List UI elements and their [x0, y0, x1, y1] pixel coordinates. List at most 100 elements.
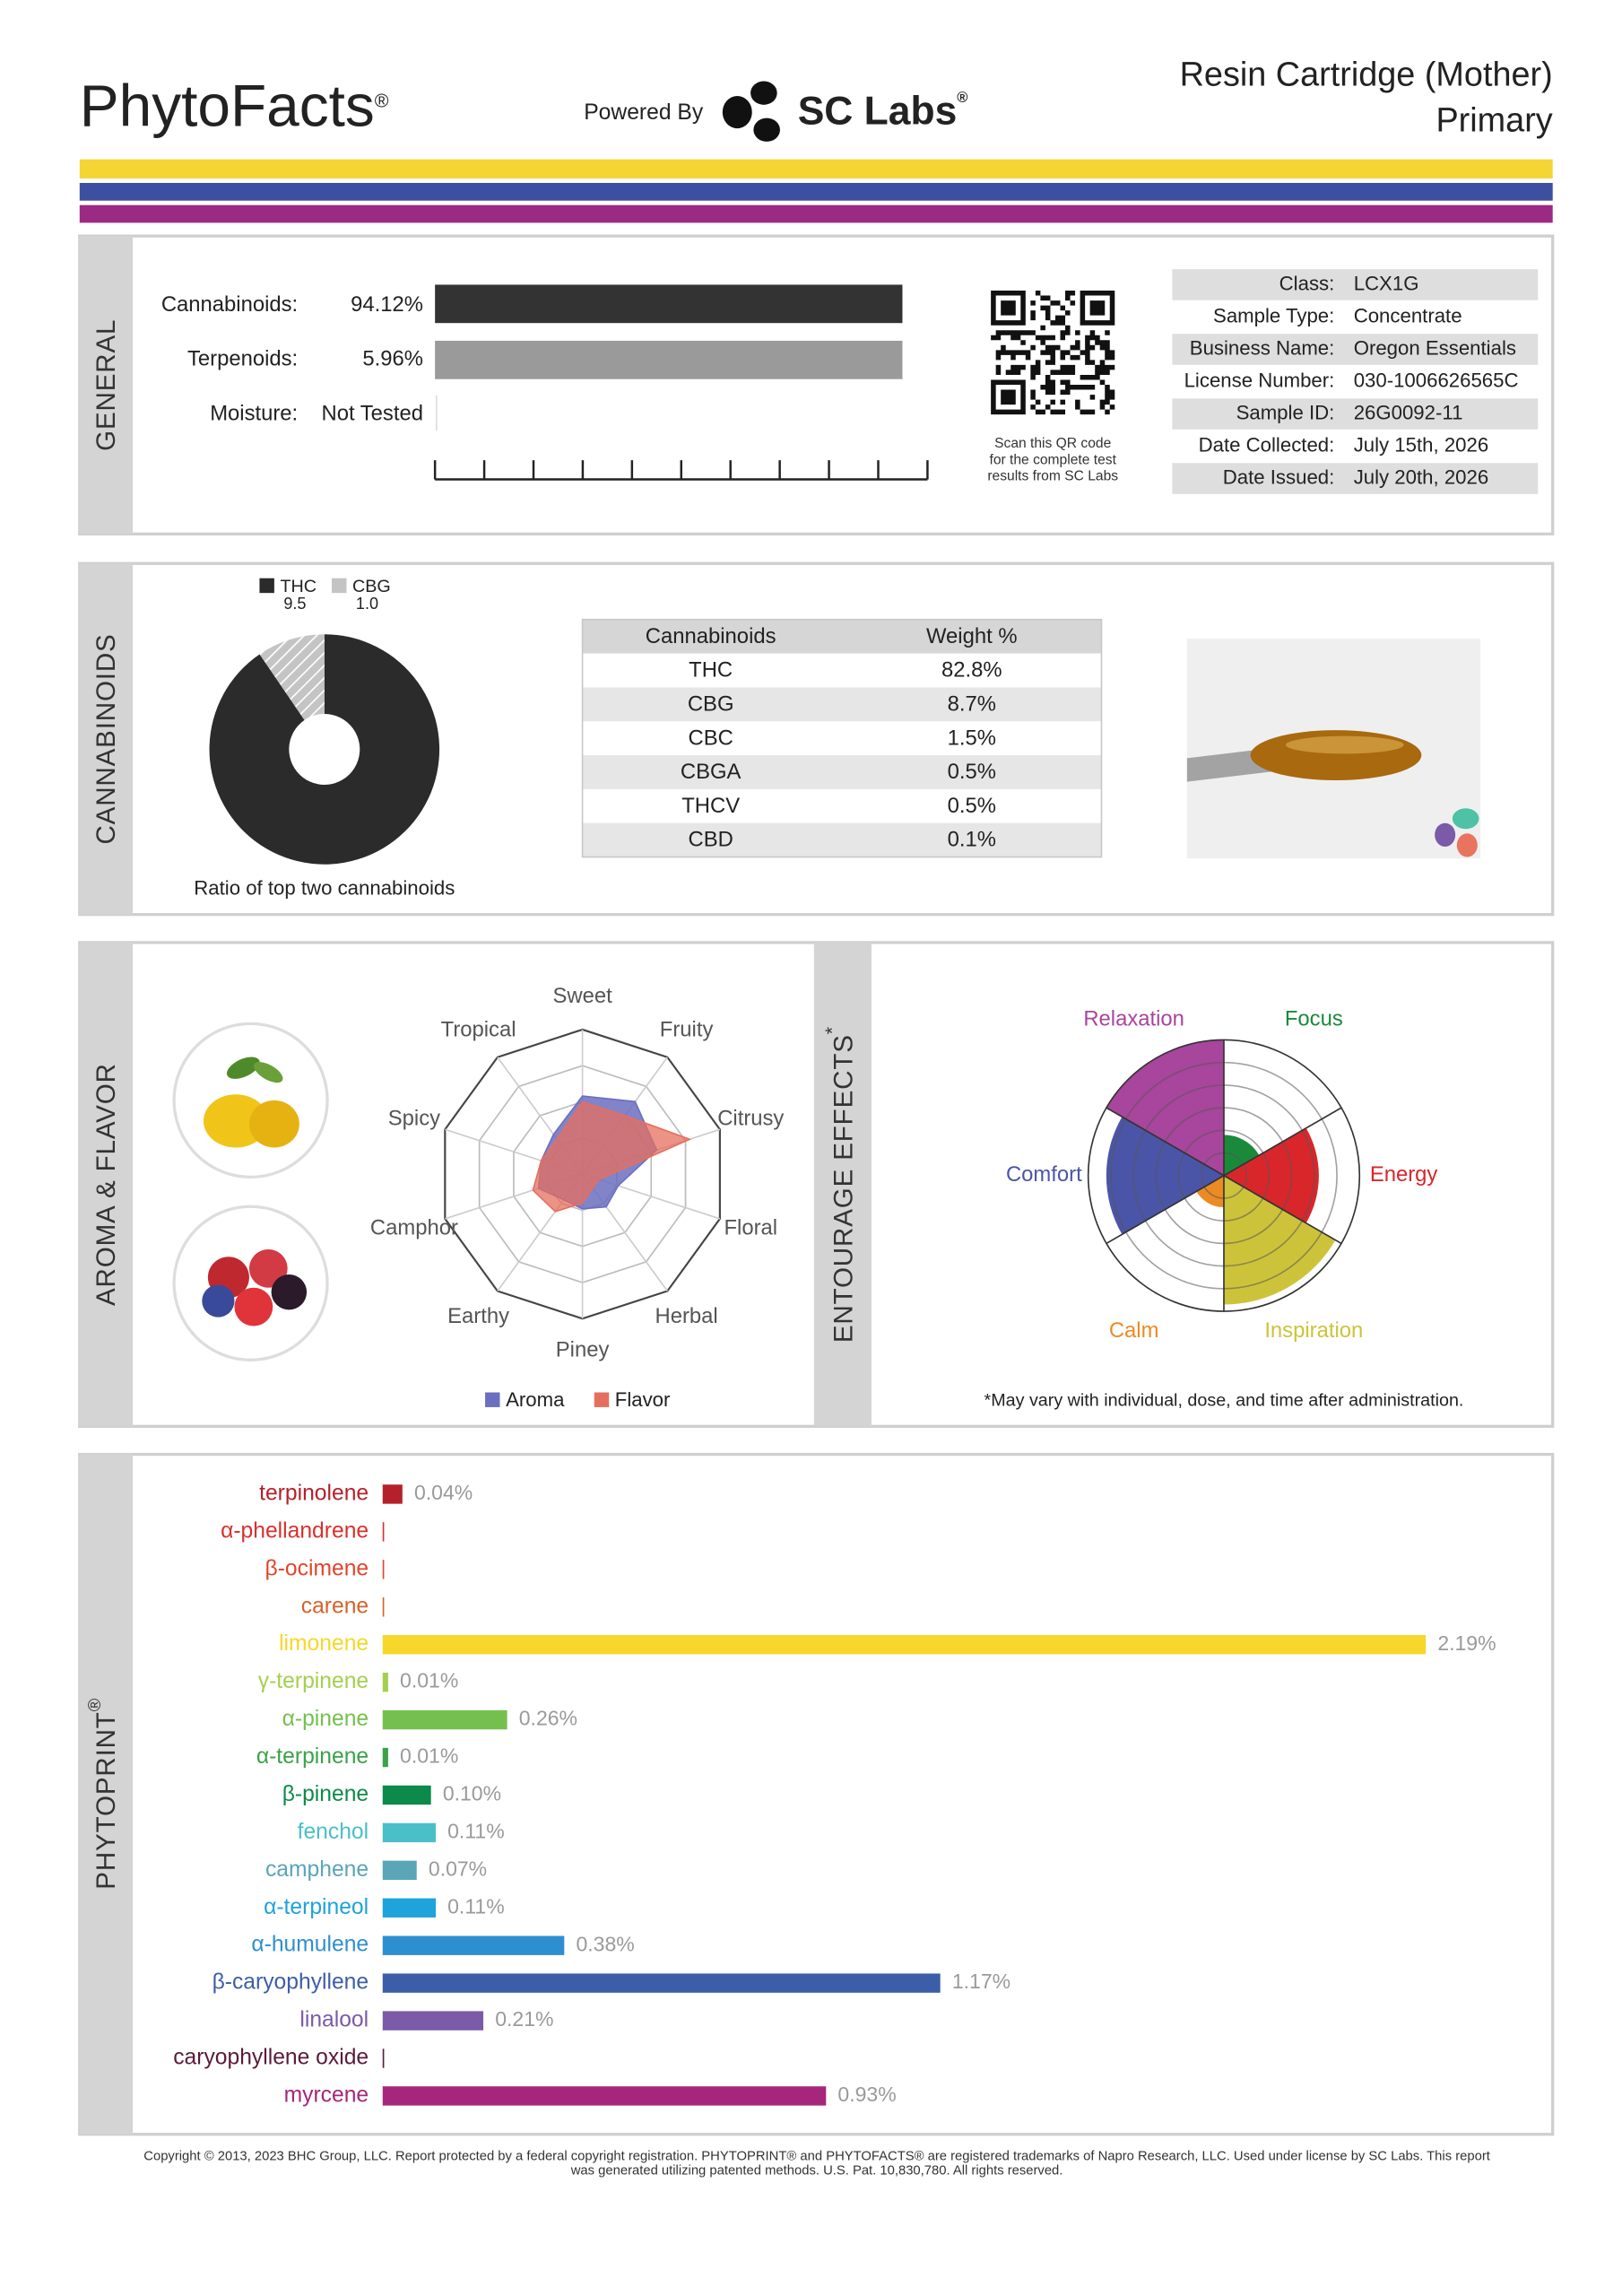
section-label: ENTOURAGE EFFECTS* — [821, 1026, 858, 1343]
table-cell: 8.7% — [948, 691, 996, 716]
info-label: Class: — [1279, 272, 1335, 294]
bar — [383, 1860, 417, 1881]
radar-label: Citrusy — [717, 1106, 784, 1130]
lab-logo — [722, 81, 780, 142]
table-cell: 0.5% — [948, 760, 996, 784]
section-title: ENTOURAGE EFFECTS — [828, 1034, 858, 1343]
info-row-shade — [1172, 334, 1539, 365]
terpene-label: β-caryophyllene — [213, 1970, 369, 1995]
effect-sector — [1223, 1135, 1260, 1176]
info-value: Oregon Essentials — [1354, 336, 1516, 359]
legend-swatch — [259, 578, 274, 594]
table-cell: CBC — [689, 726, 733, 750]
product-subtitle: Primary — [1436, 102, 1552, 140]
product-photo — [1186, 639, 1481, 859]
polar-spoke — [1223, 1175, 1342, 1245]
table-cell: CBG — [688, 691, 734, 716]
info-label: Business Name: — [1190, 336, 1335, 359]
table-cell: THCV — [681, 794, 740, 818]
terpene-label: myrcene — [284, 2083, 369, 2107]
effects-note: *May vary with individual, dose, and tim… — [984, 1391, 1464, 1411]
bar — [383, 1672, 388, 1692]
info-value: July 15th, 2026 — [1354, 433, 1489, 456]
terpene-label: fenchol — [298, 1820, 369, 1844]
info-label: License Number: — [1184, 369, 1335, 391]
section-label: PHYTOPRINT® — [85, 1698, 121, 1890]
info-value: July 20th, 2026 — [1354, 465, 1489, 488]
legend-value: 9.5 — [283, 595, 306, 613]
info-label: Date Collected: — [1199, 433, 1335, 456]
polar-spoke — [1223, 1107, 1342, 1177]
cannabinoids-bar — [435, 284, 903, 324]
pie-caption: Ratio of top two cannabinoids — [194, 877, 455, 900]
table-row-bg — [582, 721, 1102, 756]
terpene-label: α-pinene — [282, 1707, 369, 1731]
table-cell: 1.5% — [948, 726, 996, 750]
section-mark: * — [821, 1026, 843, 1034]
bar — [383, 1898, 436, 1918]
brand: PhytoFacts® — [80, 73, 389, 139]
value-label: 0.21% — [495, 2007, 553, 2031]
terpene-label: β-ocimene — [265, 1556, 369, 1580]
stripe — [79, 204, 1553, 223]
info-row-shade — [1172, 463, 1539, 494]
qr-caption: Scan this QR code — [994, 436, 1111, 451]
terpene-label: α-phellandrene — [221, 1518, 369, 1543]
value-label: 0.01% — [400, 1744, 458, 1768]
qr-caption: results from SC Labs — [987, 468, 1118, 483]
value-label: 0.01% — [400, 1669, 458, 1692]
info-value: 26G0092-11 — [1354, 401, 1463, 423]
qr-code — [991, 291, 1115, 415]
bar — [383, 1935, 565, 1955]
brand-mark: ® — [375, 90, 389, 111]
info-row-shade — [1172, 269, 1539, 300]
info-label: Date Issued: — [1223, 465, 1335, 488]
copyright: was generated utilizing patented methods… — [570, 2164, 1063, 2179]
row-value: 5.96% — [362, 347, 423, 371]
terpene-label: carene — [301, 1594, 369, 1618]
polar-spoke — [1106, 1175, 1225, 1245]
effect-sector — [1223, 1175, 1336, 1305]
terpene-label: caryophyllene oxide — [173, 2046, 369, 2070]
terpenoids-bar — [435, 340, 903, 379]
lemon-image — [172, 1022, 329, 1179]
value-label: 0.38% — [576, 1932, 634, 1955]
value-label: 1.17% — [952, 1970, 1010, 1993]
row-value: Not Tested — [322, 401, 423, 425]
terpene-label: linalool — [299, 2008, 369, 2032]
bar — [383, 1635, 1427, 1655]
hatch — [259, 634, 325, 720]
stripe — [79, 159, 1553, 179]
lab-title: SC Labs — [798, 89, 958, 133]
table-cell: CBD — [689, 828, 733, 852]
value-label: 0.26% — [519, 1707, 577, 1730]
bar — [383, 1747, 388, 1768]
polar-spoke — [1106, 1107, 1225, 1177]
table-cell: 82.8% — [941, 658, 1002, 683]
table-cell: CBGA — [681, 760, 742, 784]
pie-slice — [209, 634, 440, 865]
table-cell: 0.5% — [948, 794, 996, 818]
info-value: Concentrate — [1354, 304, 1462, 326]
legend-value: 1.0 — [356, 595, 378, 613]
value-label: 0.04% — [414, 1481, 473, 1504]
row-label: Terpenoids: — [187, 347, 298, 371]
effect-label: Focus — [1285, 1006, 1343, 1031]
row-label: Moisture: — [210, 401, 298, 425]
section-mark: ® — [85, 1698, 105, 1711]
effect-sector — [1196, 1175, 1224, 1208]
bar — [383, 1785, 431, 1805]
radar-label: Camphor — [370, 1215, 458, 1239]
legend-label: Aroma — [506, 1388, 565, 1411]
section-label: GENERAL — [91, 319, 121, 451]
radar-label: Earthy — [447, 1304, 509, 1328]
legend-swatch — [485, 1392, 500, 1407]
section-frames — [78, 234, 1555, 2136]
stripe — [79, 182, 1553, 201]
lab-mark: ® — [957, 91, 967, 107]
table-row-bg — [582, 653, 1102, 688]
info-value: LCX1G — [1354, 272, 1419, 294]
value-label: 0.11% — [447, 1819, 505, 1842]
table-row-bg — [582, 687, 1102, 722]
